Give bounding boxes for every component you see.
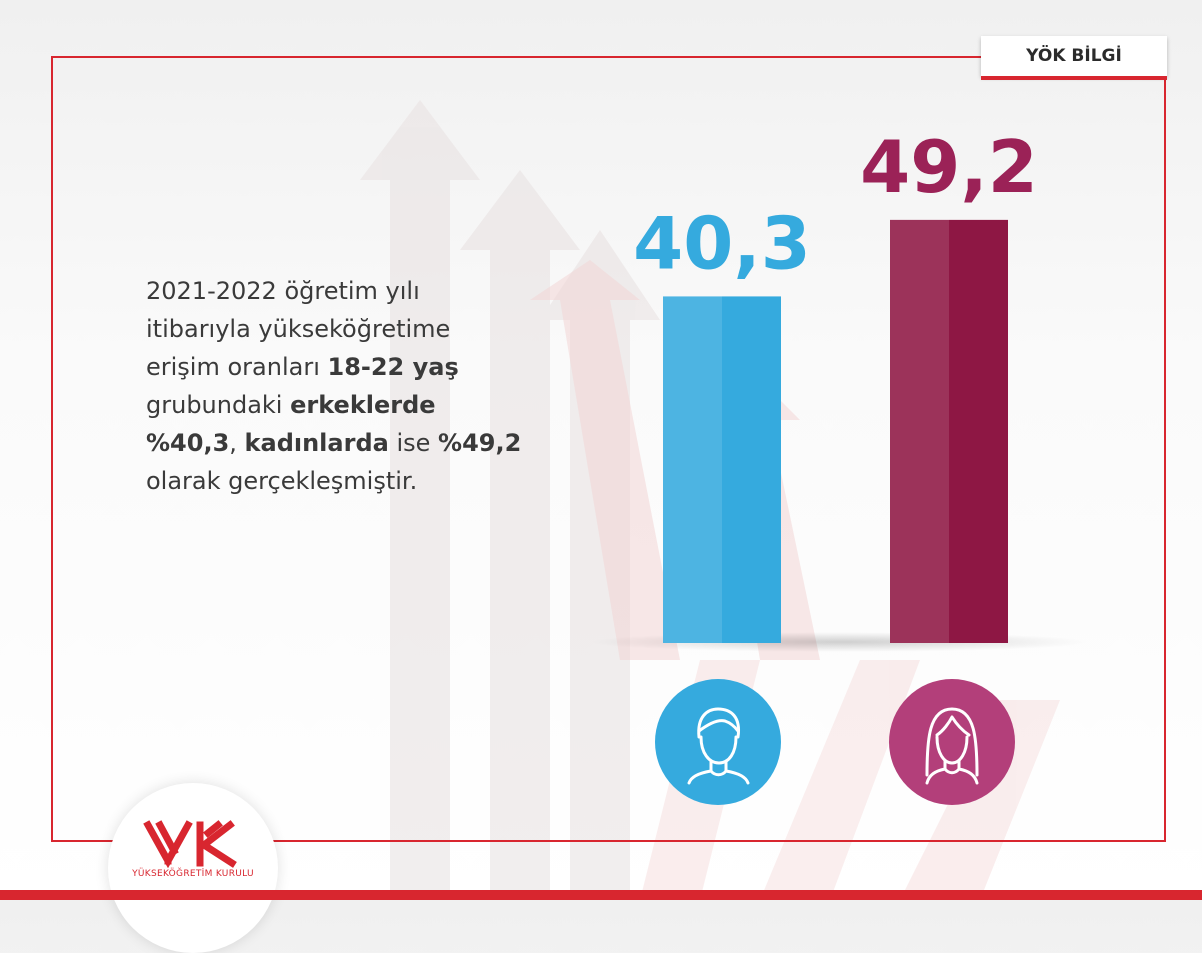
bar-erkek [663,296,781,643]
bottom-bar [0,890,1202,900]
description-bold-run: %49,2 [438,429,522,457]
yok-logo: YÜKSEKÖĞRETİM KURULU [108,783,278,953]
bar-dark-face [722,296,781,643]
value-label-kadın: 49,2 [860,125,1038,209]
male-person-icon [655,679,781,809]
female-person-icon [889,679,1015,809]
description-bold-run: 18-22 yaş [327,353,459,381]
content-frame [51,56,1166,842]
yok-logo-mark [143,820,237,869]
male-person-circle [655,679,781,805]
bar-light-face [890,219,949,643]
tag-underline [981,76,1167,80]
bar-chart: 40,3 49,2 [590,125,1090,652]
description-run: 2021-2022 öğretim yılı itibarıyla yüksek… [146,277,451,381]
description-run: grubundaki [146,391,291,419]
description-run: olarak gerçekleşmiştir. [146,467,418,495]
description-bold-run: kadınlarda [244,429,389,457]
background-arrows [360,100,1060,900]
yok-logo-label: YÜKSEKÖĞRETİM KURULU [132,869,254,879]
description-run: ise [388,429,439,457]
bar-light-face [663,296,722,643]
value-label-erkek: 40,3 [633,201,811,285]
description-text: 2021-2022 öğretim yılı itibarıyla yüksek… [146,272,526,500]
yok-bilgi-tag: YÖK BİLGİ [981,36,1167,76]
description-bold-run: erkeklerde [290,391,436,419]
female-person-circle [889,679,1015,805]
description-bold-run: %40,3 [146,429,230,457]
bar-dark-face [949,219,1008,643]
description-run: , [229,429,245,457]
bar-kadın [890,219,1008,643]
